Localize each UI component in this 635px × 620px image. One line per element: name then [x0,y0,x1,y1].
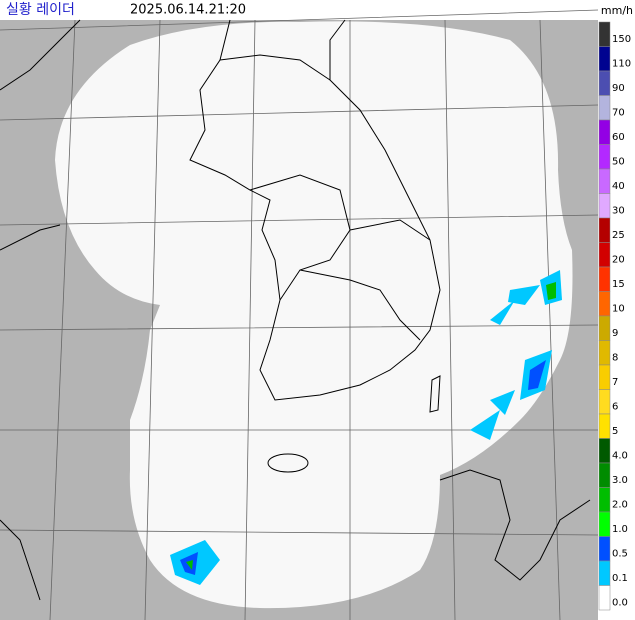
legend-swatch [598,560,611,586]
legend-label: 5 [612,426,618,437]
legend-label: 40 [612,181,625,192]
legend-label: 2.0 [612,500,628,511]
grid [0,9,599,620]
legend-swatch [598,242,611,268]
legend-swatch [598,144,611,170]
legend-swatch [598,487,611,513]
legend-label: 50 [612,157,625,168]
legend-swatch [598,511,611,537]
legend: 150 110 90 70 60 50 40 30 25 20 15 10 9 8 7 6 5 4.0 3.0 2.0… [598,21,631,611]
legend-swatch [598,585,611,611]
title: 실황 레이더 [6,2,75,18]
legend-swatch [598,217,611,243]
legend-swatch [598,389,611,415]
legend-label: 6 [612,402,618,413]
legend-label: 150 [612,34,631,45]
legend-label: 0.1 [612,573,628,584]
legend-label: 7 [612,377,618,388]
legend-label: 30 [612,206,625,217]
legend-label: 15 [612,279,625,290]
legend-label: 4.0 [612,451,628,462]
legend-swatch [598,266,611,292]
legend-label: 90 [612,83,625,94]
legend-swatch [598,168,611,194]
legend-label: 0.0 [612,598,628,609]
legend-swatch [598,46,611,72]
legend-swatch [598,21,611,47]
legend-label: 60 [612,132,625,143]
legend-swatch [598,413,611,439]
legend-unit: mm/h [601,4,633,17]
legend-swatch [598,193,611,219]
legend-swatch [598,364,611,390]
legend-label: 70 [612,108,625,119]
legend-swatch [598,95,611,121]
legend-swatch [598,315,611,341]
legend-label: 25 [612,230,625,241]
legend-label: 20 [612,255,625,266]
legend-swatch [598,340,611,366]
legend-swatch [598,70,611,96]
legend-label: 10 [612,304,625,315]
legend-label: 1.0 [612,524,628,535]
legend-swatch [598,291,611,317]
legend-label: 9 [612,328,618,339]
legend-label: 110 [612,59,631,70]
coastline [0,19,591,601]
radar-coverage [55,21,573,609]
timestamp: 2025.06.14.21:20 [130,3,246,18]
legend-label: 3.0 [612,475,628,486]
legend-swatch [598,536,611,562]
legend-swatch [598,119,611,145]
legend-label: 8 [612,353,618,364]
legend-swatch [598,462,611,488]
legend-label: 0.5 [612,549,628,560]
legend-swatch [598,438,611,464]
rain-echo [170,270,562,585]
